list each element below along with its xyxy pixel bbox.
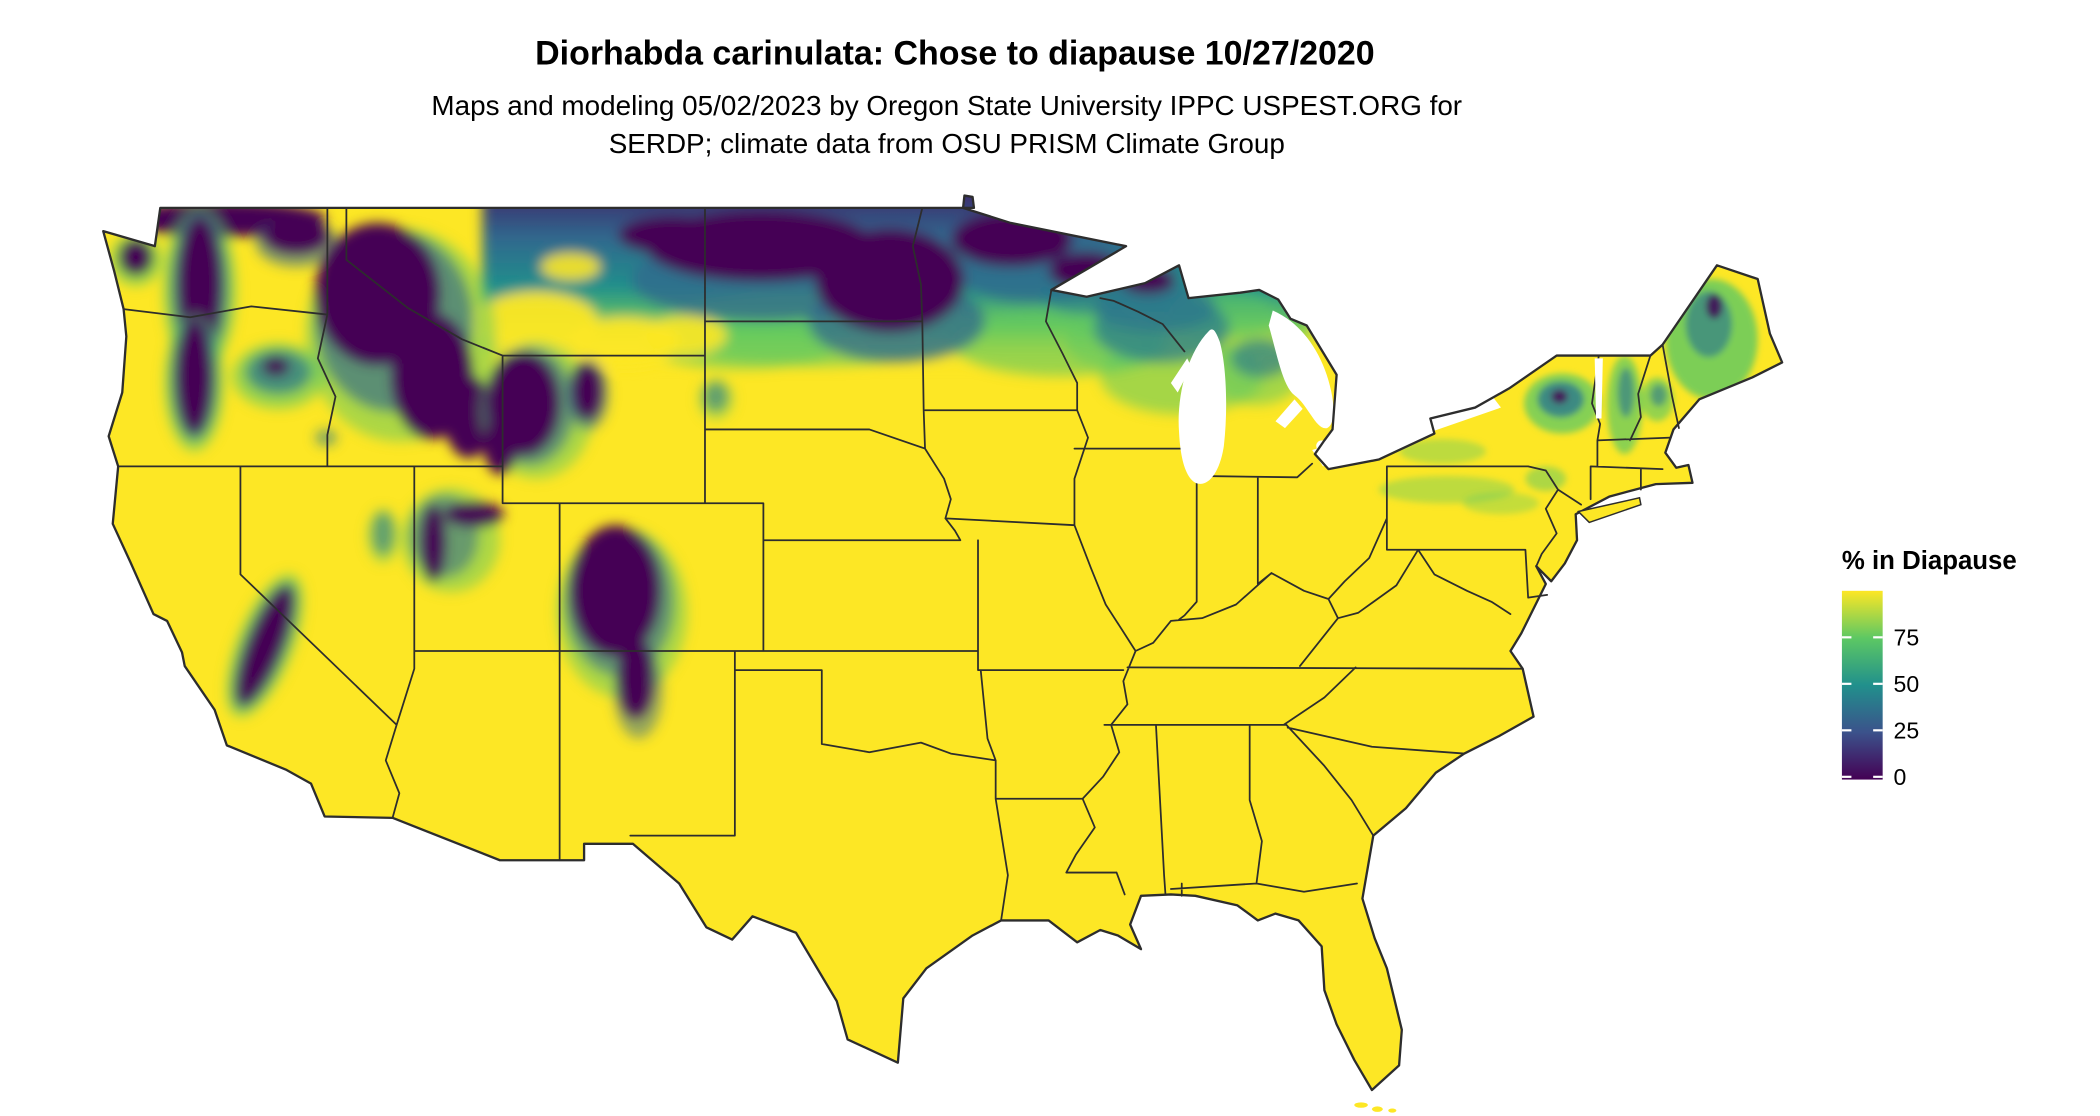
long-island bbox=[1576, 496, 1642, 524]
legend-tick-label-75: 75 bbox=[1894, 624, 1920, 650]
subtitle-line-2: SERDP; climate data from OSU PRISM Clima… bbox=[609, 128, 1285, 159]
legend-title: % in Diapause bbox=[1842, 547, 2017, 575]
legend: % in Diapause 75 50 25 0 bbox=[1841, 547, 2017, 790]
legend-colorbar-ticks bbox=[1841, 636, 1883, 778]
conus-outline bbox=[102, 194, 1784, 1092]
florida-keys bbox=[1354, 1102, 1397, 1113]
legend-tick-label-25: 25 bbox=[1894, 717, 1920, 743]
page-title: Diorhabda carinulata: Chose to diapause … bbox=[535, 34, 1375, 72]
legend-tick-label-50: 50 bbox=[1894, 671, 1920, 697]
legend-tick-label-0: 0 bbox=[1894, 764, 1907, 790]
state-boundaries bbox=[117, 206, 1680, 922]
us-map bbox=[102, 194, 1784, 1113]
subtitle-line-1: Maps and modeling 05/02/2023 by Oregon S… bbox=[431, 90, 1462, 121]
legend-colorbar bbox=[1841, 590, 1883, 780]
